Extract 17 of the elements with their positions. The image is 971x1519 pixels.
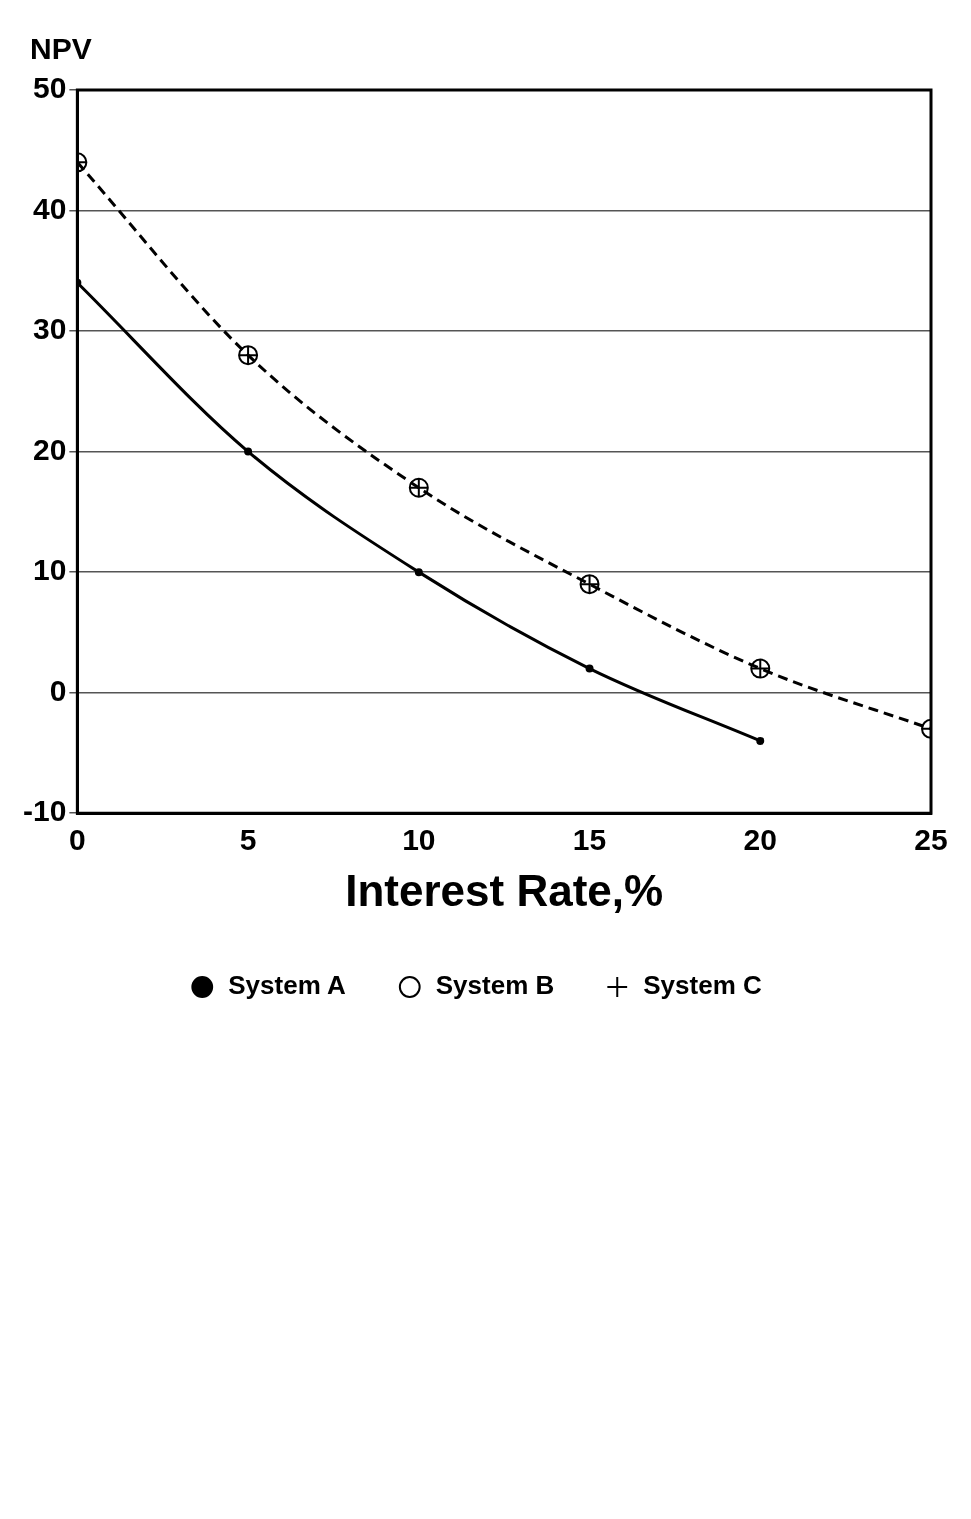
y-tick-label: -10 (23, 794, 67, 828)
y-tick-label: 50 (32, 71, 67, 105)
x-tick-label: 20 (743, 823, 777, 857)
legend-label: System B (435, 970, 555, 1001)
x-tick-label: 15 (572, 823, 607, 857)
y-tick-label: 0 (49, 673, 67, 707)
y-tick-label: 40 (32, 191, 67, 225)
x-axis-title: Interest Rate,% (345, 865, 664, 915)
x-tick-label: 10 (402, 823, 436, 857)
y-axis-title: NPV (30, 32, 92, 66)
y-tick-label: 10 (32, 553, 67, 587)
x-tick-label: 25 (914, 823, 948, 857)
legend-label: System A (228, 970, 347, 1001)
legend-label: System C (643, 970, 762, 1001)
y-tick-label: 30 (32, 312, 67, 346)
y-tick-label: 20 (32, 432, 67, 466)
x-tick-label: 5 (239, 823, 257, 857)
